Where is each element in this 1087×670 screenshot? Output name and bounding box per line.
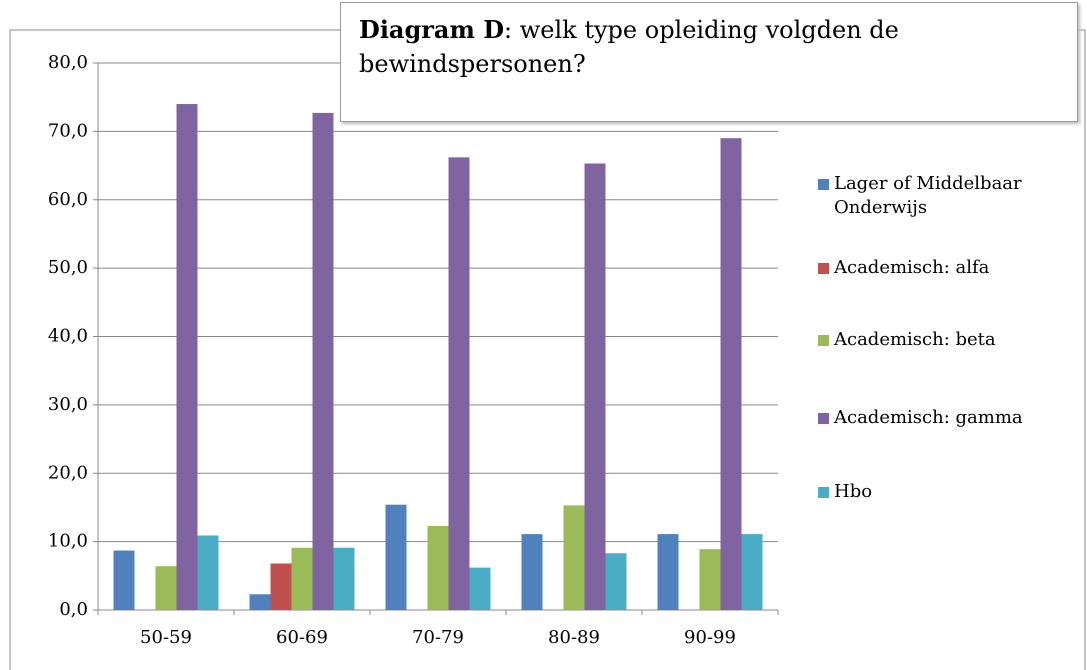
chart-title: Diagram D: welk type opleiding volgden d… (340, 2, 1078, 122)
legend-label: Academisch: beta (834, 329, 996, 350)
bar (249, 594, 271, 610)
y-tick-label: 40,0 (48, 326, 88, 347)
legend-label: Hbo (834, 481, 873, 502)
y-tick-label: 0,0 (59, 599, 88, 620)
y-tick-label: 50,0 (48, 257, 88, 278)
bar (741, 534, 763, 610)
bar (699, 549, 721, 610)
legend-swatch (818, 263, 829, 274)
y-tick-label: 10,0 (48, 531, 88, 552)
x-tick-label: 60-69 (276, 627, 328, 648)
title-bold: Diagram D (359, 15, 505, 44)
bar (333, 547, 355, 610)
x-tick-label: 50-59 (140, 627, 192, 648)
y-tick-label: 30,0 (48, 394, 88, 415)
bar (385, 504, 407, 610)
legend-swatch (818, 487, 829, 498)
legend-entry: Academisch: beta (818, 328, 1033, 352)
bar (657, 534, 679, 610)
bar (427, 525, 449, 610)
legend-swatch (818, 413, 829, 424)
y-tick-label: 80,0 (48, 52, 88, 73)
bar (197, 535, 219, 610)
bar (291, 547, 313, 610)
legend-entry: Academisch: alfa (818, 256, 1033, 280)
y-tick-label: 20,0 (48, 462, 88, 483)
legend-swatch (818, 335, 829, 346)
bar (113, 550, 135, 610)
bar (469, 567, 491, 610)
bar (155, 566, 177, 610)
legend-entry: Academisch: gamma (818, 406, 1033, 430)
bar (312, 112, 334, 610)
legend-label: Academisch: gamma (834, 407, 1023, 428)
y-tick-label: 60,0 (48, 189, 88, 210)
bar (605, 553, 627, 610)
x-tick-label: 90-99 (684, 627, 736, 648)
bar (448, 157, 470, 611)
bar (521, 534, 543, 610)
x-tick-label: 80-89 (548, 627, 600, 648)
legend-swatch (818, 179, 829, 190)
legend-entry: Hbo (818, 480, 1033, 504)
legend-label: Lager of Middelbaar Onderwijs (834, 173, 1022, 218)
bar (176, 104, 198, 611)
bar (720, 138, 742, 610)
title-rest: : welk type opleiding volgden de bewinds… (359, 16, 899, 78)
bar (563, 505, 585, 610)
bar (584, 163, 606, 611)
legend-entry: Lager of Middelbaar Onderwijs (818, 172, 1033, 220)
x-tick-label: 70-79 (412, 627, 464, 648)
y-tick-label: 70,0 (48, 120, 88, 141)
legend-label: Academisch: alfa (834, 257, 990, 278)
bar (270, 563, 292, 610)
